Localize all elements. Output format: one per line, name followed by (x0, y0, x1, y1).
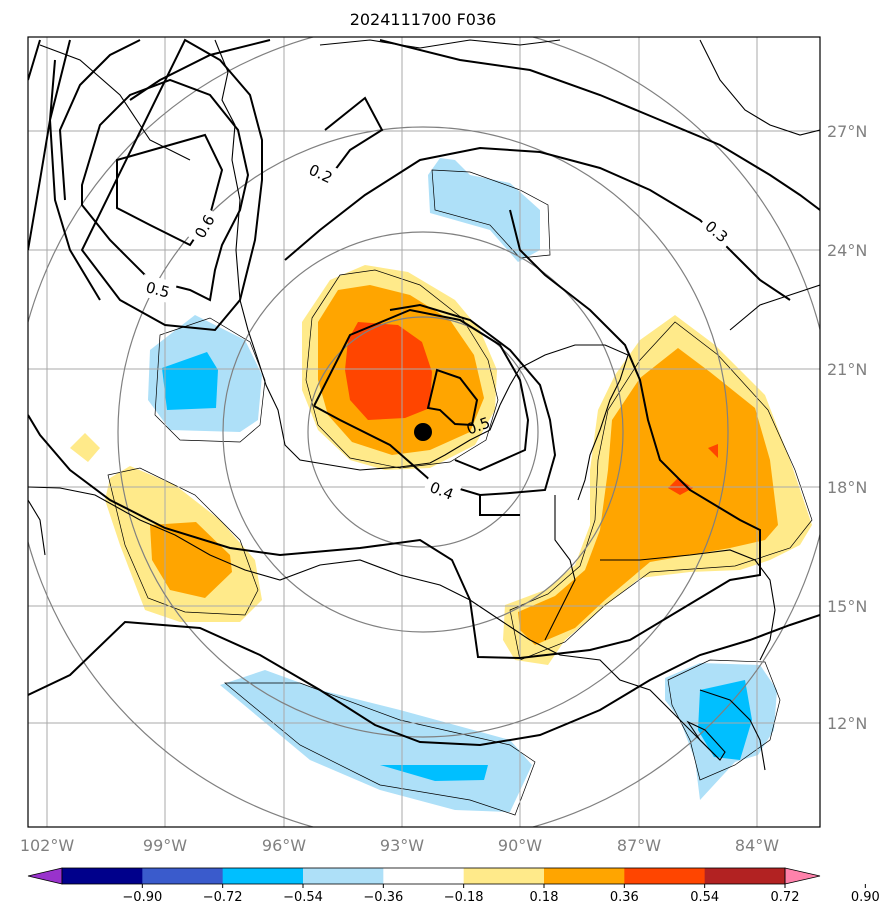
fill-orange-east (518, 348, 778, 645)
storm-center-marker (414, 423, 432, 441)
colorbar-label: 0.36 (610, 890, 639, 905)
map-title: 2024111700 F036 (350, 10, 497, 29)
map-frame (27, 36, 821, 828)
fill-yellow-southwest (70, 433, 100, 462)
outline-west-blue (154, 317, 266, 443)
lon-label-102w: 102°W (20, 836, 75, 855)
colorbar-label: −0.36 (363, 890, 403, 905)
outline-west-yellow (107, 467, 259, 616)
lon-label-96w: 96°W (262, 836, 306, 855)
fill-red-central (345, 322, 432, 420)
contour-south (28, 614, 820, 747)
colorbar-segment (222, 868, 304, 884)
colorbar-extend-max (784, 867, 821, 885)
outline-north-blue (431, 169, 551, 259)
outline-central (305, 269, 499, 469)
mexico-pacific-coast (28, 486, 721, 761)
fill-blue-south (380, 765, 488, 781)
range-rings (28, 37, 820, 827)
lon-label-90w: 90°W (498, 836, 542, 855)
latitude-labels: 27°N 24°N 21°N 18°N 15°N 12°N (827, 122, 867, 733)
mexico-gulf-coast (214, 39, 501, 471)
map-area: 0.2 0.6 0.5 0.3 0.4 0.5 (28, 37, 820, 827)
baja-coast (28, 499, 46, 556)
lat-label-12n: 12°N (827, 714, 867, 733)
contour-label-3: 0.5 (144, 278, 172, 302)
fill-red-east-2 (708, 444, 718, 458)
contour-west-05 (58, 38, 263, 332)
lon-label-93w: 93°W (380, 836, 424, 855)
fill-blue-southeast (698, 680, 752, 760)
fill-blue-west (162, 352, 218, 410)
colorbar-label: −0.72 (203, 890, 243, 905)
colorbar-label: 0.90 (851, 890, 880, 905)
colorbar-label: 0.18 (530, 890, 559, 905)
contour-02 (324, 96, 384, 171)
gulf-north-coast (319, 39, 561, 49)
cuba-coast (729, 284, 820, 331)
contours (28, 38, 820, 747)
coastlines (28, 39, 820, 771)
colorbar-label: −0.54 (283, 890, 323, 905)
colorbar-segment (383, 868, 465, 884)
colorbar-label: 0.54 (690, 890, 719, 905)
colorbar-frame (61, 867, 786, 885)
contour-04 (28, 209, 761, 660)
nicaragua-coast (699, 689, 766, 771)
colorbar-segment (142, 868, 224, 884)
lat-label-18n: 18°N (827, 478, 867, 497)
lat-label-24n: 24°N (827, 241, 867, 260)
colorbar-segment (704, 868, 786, 884)
honduras-coast (600, 549, 776, 661)
lon-label-99w: 99°W (143, 836, 187, 855)
colorbar: −0.90 −0.72 −0.54 −0.36 −0.18 0.18 0.36 0.54 0.7… (27, 867, 880, 905)
longitude-labels: 102°W 99°W 96°W 93°W 90°W 87°W 84°W (20, 836, 779, 855)
graticule (28, 37, 820, 827)
outline-east (509, 321, 813, 661)
colorbar-label: −0.18 (444, 890, 484, 905)
contour-inner-low-2 (313, 303, 557, 497)
florida-coast (699, 39, 820, 136)
yucatan-coast (499, 344, 629, 501)
lat-label-21n: 21°N (827, 360, 867, 379)
colorbar-label: −0.90 (122, 890, 162, 905)
contour-outer-north (129, 39, 820, 211)
outline-south-blue (224, 682, 536, 816)
colorbar-segment (624, 868, 706, 884)
colorbar-segment (463, 868, 545, 884)
lon-label-87w: 87°W (617, 836, 661, 855)
contour-03 (284, 146, 791, 301)
anomaly-outlines (107, 169, 813, 816)
colorbar-segment (303, 868, 384, 884)
colorbar-label: 0.72 (771, 890, 800, 905)
fill-light-blue-north (428, 158, 540, 262)
nicaragua-lake (686, 720, 726, 761)
fill-orange-west (150, 522, 232, 598)
lat-label-27n: 27°N (827, 122, 867, 141)
lat-label-15n: 15°N (827, 597, 867, 616)
lon-label-84w: 84°W (735, 836, 779, 855)
colorbar-segment (62, 868, 143, 884)
belize-guatemala-border (544, 495, 576, 641)
colorbar-extend-min (27, 867, 63, 885)
contour-inner-low-3 (479, 495, 520, 516)
contour-west-outer (28, 39, 101, 301)
contour-05-low (426, 368, 479, 427)
contour-inner-low-1 (313, 308, 530, 472)
colorbar-segment (544, 868, 625, 884)
